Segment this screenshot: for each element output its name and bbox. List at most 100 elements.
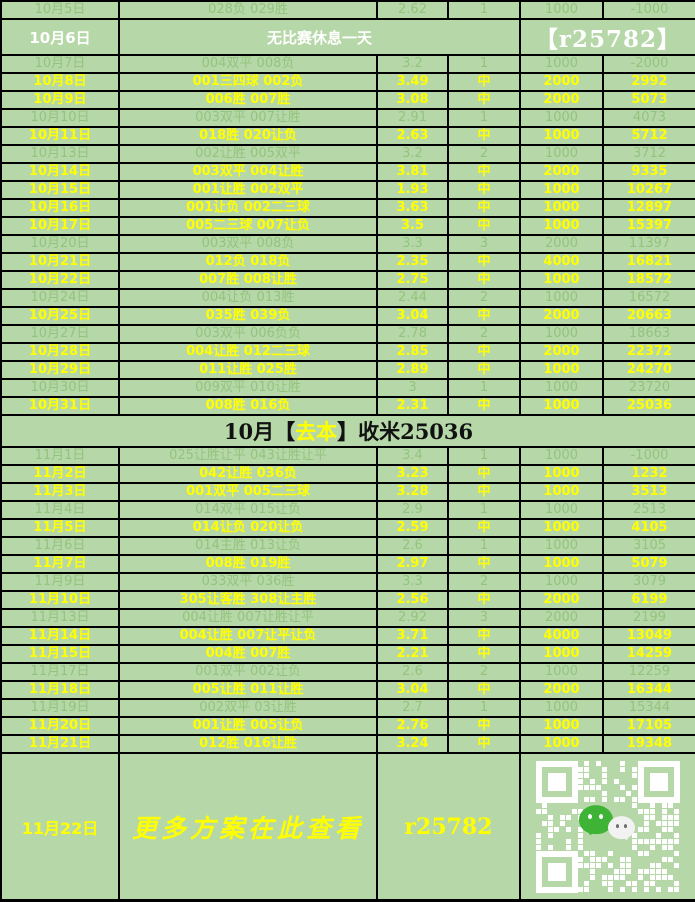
- odds-cell: 2.97: [376, 554, 449, 574]
- qr-module: [668, 814, 673, 820]
- picks-cell: 014让负 020让负: [118, 518, 378, 538]
- date-cell: 11月3日: [0, 482, 120, 502]
- odds-cell: 3.24: [376, 734, 449, 754]
- qr-module: [638, 826, 643, 832]
- qr-module: [614, 796, 619, 802]
- qr-module: [590, 868, 595, 874]
- qr-module: [602, 790, 607, 796]
- result-cell: 中: [447, 554, 521, 574]
- qr-module: [596, 760, 601, 766]
- profit-cell: -1000: [602, 446, 695, 466]
- stake-cell: 1000: [519, 734, 604, 754]
- qr-module: [650, 808, 655, 814]
- date-cell: 10月30日: [0, 378, 120, 398]
- stake-cell: 2000: [519, 162, 604, 182]
- qr-module: [584, 760, 589, 766]
- date-cell: 11月19日: [0, 698, 120, 718]
- odds-cell: 2.56: [376, 590, 449, 610]
- qr-module: [662, 856, 667, 862]
- picks-cell: 006胜 007胜: [118, 90, 378, 110]
- qr-module: [536, 838, 541, 844]
- qr-module: [608, 874, 613, 880]
- qr-module: [668, 844, 673, 850]
- qr-module: [662, 838, 667, 844]
- qr-module: [638, 808, 643, 814]
- picks-cell: 001双平 005二三球: [118, 482, 378, 502]
- qr-module: [566, 838, 571, 844]
- table-row: 10月24日 004让负 013胜 2.44 2 1000 16572: [0, 288, 695, 308]
- table-row: 10月13日 002让胜 005双平 3.2 2 1000 3712: [0, 144, 695, 164]
- table-row: 11月14日 004让胜 007让平让负 3.71 中 4000 13049: [0, 626, 695, 646]
- result-cell: 中: [447, 680, 521, 700]
- date-cell: 10月5日: [0, 0, 120, 20]
- qr-module: [590, 850, 595, 856]
- stake-cell: 1000: [519, 324, 604, 344]
- qr-module: [638, 874, 643, 880]
- table-row: 10月6日 无比赛休息一天 【r25782】: [0, 18, 695, 56]
- stake-cell: 2000: [519, 306, 604, 326]
- qr-module: [644, 826, 649, 832]
- qr-module: [656, 874, 661, 880]
- qr-module: [578, 766, 583, 772]
- table-row: 11月19日 002双平 03让胜 2.7 1 1000 15344: [0, 698, 695, 718]
- qr-module: [596, 862, 601, 868]
- qr-module: [620, 862, 625, 868]
- picks-cell: 012胜 016让胜: [118, 734, 378, 754]
- table-row: 10月8日 001三四球 002负 3.49 中 2000 2992: [0, 72, 695, 92]
- qr-module: [620, 868, 625, 874]
- result-cell: 中: [447, 270, 521, 290]
- qr-module: [674, 808, 679, 814]
- picks-cell: 005让胜 011让胜: [118, 680, 378, 700]
- picks-cell: 012负 018负: [118, 252, 378, 272]
- qr-module: [578, 886, 583, 892]
- qr-module: [596, 856, 601, 862]
- date-cell: 11月1日: [0, 446, 120, 466]
- qr-finder-pattern: [536, 850, 578, 893]
- qr-module: [584, 796, 589, 802]
- table-row: 11月5日 014让负 020让负 2.59 中 1000 4105: [0, 518, 695, 538]
- odds-cell: 2.63: [376, 126, 449, 146]
- qr-module: [674, 862, 679, 868]
- stake-cell: 1000: [519, 198, 604, 218]
- qr-module: [584, 886, 589, 892]
- picks-cell: 002让胜 005双平: [118, 144, 378, 164]
- result-cell: 1: [447, 378, 521, 398]
- picks-cell: 004胜 007胜: [118, 644, 378, 664]
- stake-cell: 1000: [519, 536, 604, 556]
- picks-cell: 033双平 036胜: [118, 572, 378, 592]
- qr-module: [644, 838, 649, 844]
- result-cell: 中: [447, 342, 521, 362]
- profit-cell: 25036: [602, 396, 695, 416]
- picks-cell: 005二三球 007让负: [118, 216, 378, 236]
- qr-module: [626, 862, 631, 868]
- odds-cell: 3.3: [376, 572, 449, 592]
- picks-cell: 003双平 004让胜: [118, 162, 378, 182]
- picks-cell: 001让胜 002双平: [118, 180, 378, 200]
- qr-module: [608, 862, 613, 868]
- qr-cell: [519, 752, 695, 902]
- stake-cell: 2000: [519, 342, 604, 362]
- table-row: 11月13日 004让胜 007让胜让平 2.92 3 2000 2199: [0, 608, 695, 628]
- qr-module: [644, 850, 649, 856]
- picks-cell: 001让胜 005让负: [118, 716, 378, 736]
- stake-cell: 2000: [519, 90, 604, 110]
- date-cell: 11月21日: [0, 734, 120, 754]
- wechat-qr-code: [536, 760, 680, 893]
- wechat-eye: [599, 813, 603, 819]
- wechat-eye: [624, 823, 627, 828]
- qr-module: [674, 886, 679, 892]
- stake-cell: 1000: [519, 288, 604, 308]
- result-cell: 中: [447, 162, 521, 182]
- qr-module: [668, 820, 673, 826]
- table-row: 10月【去本】收米25036: [0, 414, 695, 448]
- wechat-bubble-small: [608, 815, 635, 839]
- table-row: 10月29日 011让胜 025胜 2.89 中 1000 24270: [0, 360, 695, 380]
- date-cell: 10月11日: [0, 126, 120, 146]
- profit-cell: 3079: [602, 572, 695, 592]
- date-cell: 11月13日: [0, 608, 120, 628]
- profit-cell: 17105: [602, 716, 695, 736]
- date-cell: 11月9日: [0, 572, 120, 592]
- qr-module: [674, 838, 679, 844]
- odds-cell: 3.23: [376, 464, 449, 484]
- result-cell: 2: [447, 288, 521, 308]
